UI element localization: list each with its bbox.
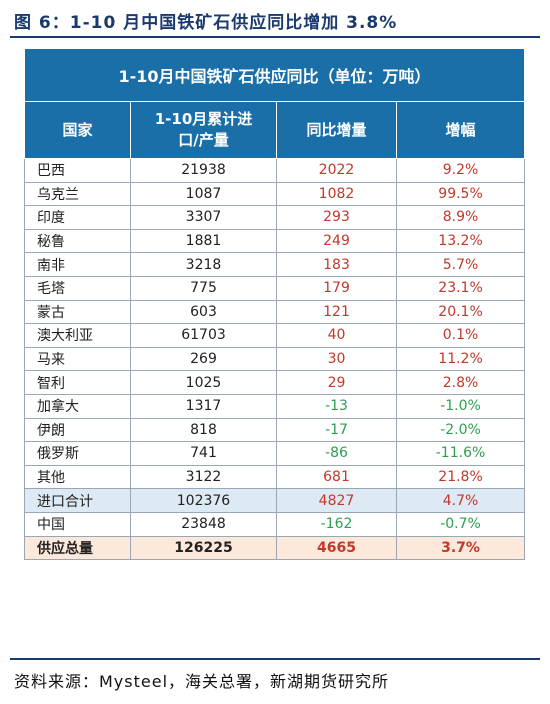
growth-cell: 5.7% <box>395 252 526 277</box>
country-cell: 南非 <box>24 252 131 277</box>
growth-cell: 11.2% <box>395 346 526 372</box>
volume-cell: 818 <box>130 417 277 443</box>
growth-cell: -11.6% <box>395 441 526 466</box>
delta-cell: -13 <box>276 393 397 419</box>
delta-cell: 121 <box>276 299 397 325</box>
growth-cell: -1.0% <box>395 393 526 419</box>
delta-cell: 4827 <box>276 488 397 513</box>
table-row: 智利 1025 29 2.8% <box>24 370 526 395</box>
header-volume: 1-10月累计进口/产量 <box>130 101 277 159</box>
table-row: 加拿大 1317 -13 -1.0% <box>24 393 526 419</box>
growth-cell: 3.7% <box>395 535 526 561</box>
country-cell: 乌克兰 <box>24 181 131 207</box>
delta-cell: 293 <box>276 205 397 230</box>
country-cell: 中国 <box>24 511 131 537</box>
delta-cell: 183 <box>276 252 397 277</box>
table-row: 乌克兰 1087 1082 99.5% <box>24 181 526 207</box>
header-country: 国家 <box>24 101 131 159</box>
volume-cell: 775 <box>130 275 277 301</box>
country-cell: 智利 <box>24 370 131 395</box>
volume-cell: 126225 <box>130 535 277 561</box>
growth-cell: 21.8% <box>395 464 526 490</box>
volume-cell: 21938 <box>130 158 277 183</box>
country-cell: 巴西 <box>24 158 131 183</box>
table-row: 俄罗斯 741 -86 -11.6% <box>24 441 526 466</box>
growth-cell: 20.1% <box>395 299 526 325</box>
country-cell: 毛塔 <box>24 275 131 301</box>
country-cell: 伊朗 <box>24 417 131 443</box>
delta-cell: 30 <box>276 346 397 372</box>
table-row: 巴西 21938 2022 9.2% <box>24 158 526 183</box>
volume-cell: 61703 <box>130 323 277 348</box>
growth-cell: 0.1% <box>395 323 526 348</box>
country-cell: 供应总量 <box>24 535 131 561</box>
table-row: 中国 23848 -162 -0.7% <box>24 511 526 537</box>
country-cell: 加拿大 <box>24 393 131 419</box>
growth-cell: 23.1% <box>395 275 526 301</box>
volume-cell: 269 <box>130 346 277 372</box>
table-banner: 1-10月中国铁矿石供应同比（单位：万吨） <box>23 48 526 102</box>
delta-cell: 29 <box>276 370 397 395</box>
delta-cell: 681 <box>276 464 397 490</box>
growth-cell: 99.5% <box>395 181 526 207</box>
header-growth: 增幅 <box>395 101 526 159</box>
growth-cell: 13.2% <box>395 228 526 254</box>
delta-cell: -17 <box>276 417 397 443</box>
table-header-row: 国家 1-10月累计进口/产量 同比增量 增幅 <box>24 101 526 159</box>
volume-cell: 3122 <box>130 464 277 490</box>
country-cell: 马来 <box>24 346 131 372</box>
delta-cell: -162 <box>276 511 397 537</box>
delta-cell: -86 <box>276 441 397 466</box>
volume-cell: 603 <box>130 299 277 325</box>
delta-cell: 1082 <box>276 181 397 207</box>
table-row: 印度 3307 293 8.9% <box>24 205 526 230</box>
country-cell: 其他 <box>24 464 131 490</box>
volume-cell: 102376 <box>130 488 277 513</box>
table-banner-row: 1-10月中国铁矿石供应同比（单位：万吨） <box>23 48 526 102</box>
delta-cell: 249 <box>276 228 397 254</box>
source-rule <box>10 658 540 660</box>
volume-cell: 1881 <box>130 228 277 254</box>
country-cell: 蒙古 <box>24 299 131 325</box>
country-cell: 澳大利亚 <box>24 323 131 348</box>
title-rule <box>10 36 540 38</box>
table-row: 其他 3122 681 21.8% <box>24 464 526 490</box>
table-row: 秘鲁 1881 249 13.2% <box>24 228 526 254</box>
delta-cell: 4665 <box>276 535 397 561</box>
delta-cell: 2022 <box>276 158 397 183</box>
table-body: 巴西 21938 2022 9.2% 乌克兰 1087 1082 99.5% 印度 3307 293… <box>24 158 526 561</box>
volume-cell: 23848 <box>130 511 277 537</box>
header-delta: 同比增量 <box>276 101 397 159</box>
table-row: 蒙古 603 121 20.1% <box>24 299 526 325</box>
country-cell: 秘鲁 <box>24 228 131 254</box>
country-cell: 印度 <box>24 205 131 230</box>
growth-cell: 4.7% <box>395 488 526 513</box>
growth-cell: 9.2% <box>395 158 526 183</box>
volume-cell: 3307 <box>130 205 277 230</box>
iron-ore-supply-table: 1-10月中国铁矿石供应同比（单位：万吨） 国家 1-10月累计进口/产量 同比… <box>23 48 526 561</box>
table-row: 伊朗 818 -17 -2.0% <box>24 417 526 443</box>
growth-cell: -0.7% <box>395 511 526 537</box>
volume-cell: 1317 <box>130 393 277 419</box>
table-row: 南非 3218 183 5.7% <box>24 252 526 277</box>
table-row: 澳大利亚 61703 40 0.1% <box>24 323 526 348</box>
table-row: 进口合计 102376 4827 4.7% <box>24 488 526 513</box>
figure-title: 图 6：1-10 月中国铁矿石供应同比增加 3.8% <box>14 13 398 33</box>
table-row: 供应总量 126225 4665 3.7% <box>24 535 526 561</box>
volume-cell: 1087 <box>130 181 277 207</box>
country-cell: 俄罗斯 <box>24 441 131 466</box>
volume-cell: 3218 <box>130 252 277 277</box>
source-note: 资料来源：Mysteel，海关总署，新湖期货研究所 <box>14 672 390 691</box>
volume-cell: 741 <box>130 441 277 466</box>
growth-cell: 8.9% <box>395 205 526 230</box>
growth-cell: -2.0% <box>395 417 526 443</box>
delta-cell: 179 <box>276 275 397 301</box>
table-row: 毛塔 775 179 23.1% <box>24 275 526 301</box>
volume-cell: 1025 <box>130 370 277 395</box>
country-cell: 进口合计 <box>24 488 131 513</box>
table-row: 马来 269 30 11.2% <box>24 346 526 372</box>
growth-cell: 2.8% <box>395 370 526 395</box>
delta-cell: 40 <box>276 323 397 348</box>
